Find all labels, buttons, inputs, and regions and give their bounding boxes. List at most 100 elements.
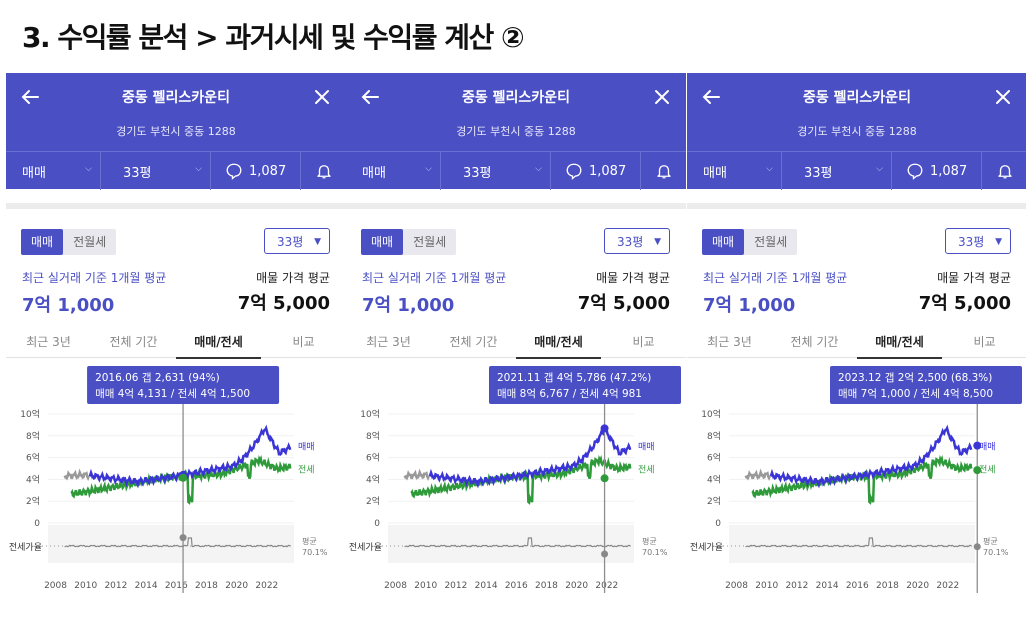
trade-type-select[interactable]: 매매 ⌵	[346, 152, 441, 190]
close-icon[interactable]	[650, 85, 674, 109]
x-tick-label: 2016	[505, 581, 528, 591]
recent-price-value: 7억 1,000	[362, 295, 455, 316]
trade-type-value: 매매	[362, 165, 386, 181]
page-title: 3. 수익률 분석 > 과거시세 및 수익률 계산 ②	[22, 21, 525, 54]
comment-count: 1,087	[930, 163, 968, 179]
y-tick-label: 10억	[360, 408, 380, 420]
toggle-trade[interactable]: 매매	[702, 229, 745, 255]
recent-price-label: 최근 실거래 기준 1개월 평균	[362, 271, 507, 285]
tab-recent-3y[interactable]: 최근 3년	[26, 335, 71, 349]
size-value: 33평	[123, 165, 152, 181]
tooltip-box	[830, 366, 1022, 404]
notification-button[interactable]	[641, 152, 686, 190]
chart-size-select[interactable]: 33평 ▼	[604, 228, 670, 254]
pre-trade-series-line	[63, 468, 90, 481]
y-tick-label: 8억	[707, 430, 721, 442]
apartment-panel: 중동 펠리스카운티 경기도 부천시 중동 1288 매매 ⌵ 33평 ⌵	[6, 73, 346, 593]
ratio-marker-point	[601, 550, 609, 558]
chart-size-select[interactable]: 33평 ▼	[945, 228, 1011, 254]
x-tick-label: 2010	[74, 581, 97, 591]
ratio-series-line	[745, 537, 972, 548]
tab-all-period[interactable]: 전체 기간	[790, 335, 839, 349]
trade-series-label: 매매	[979, 442, 996, 453]
y-tick-label: 4억	[707, 473, 721, 485]
ratio-band	[388, 525, 634, 563]
y-tick-label: 4억	[366, 473, 380, 485]
tooltip-line-1: 2021.11 갭 4억 5,786 (47.2%)	[497, 372, 651, 384]
tab-trade-jeonse[interactable]: 매매/전세	[857, 333, 942, 359]
tab-recent-3y[interactable]: 최근 3년	[366, 335, 411, 349]
back-arrow-icon[interactable]	[699, 85, 723, 109]
x-tick-label: 2008	[384, 581, 407, 591]
trade-series-label: 매매	[638, 442, 655, 453]
chart-size-value: 33평	[277, 235, 304, 249]
tab-trade-jeonse[interactable]: 매매/전세	[516, 333, 601, 359]
average-value: 70.1%	[302, 548, 328, 557]
tooltip-line-2: 매매 8억 6,767 / 전세 4억 981	[497, 388, 642, 400]
ratio-series-line	[64, 537, 291, 548]
back-arrow-icon[interactable]	[358, 85, 382, 109]
back-arrow-icon[interactable]	[18, 85, 42, 109]
chart-size-value: 33평	[958, 235, 985, 249]
size-select[interactable]: 33평 ⌵	[101, 152, 211, 190]
comment-button[interactable]: 1,087	[892, 152, 982, 190]
recent-price-label: 최근 실거래 기준 1개월 평균	[703, 271, 848, 285]
size-select[interactable]: 33평 ⌵	[782, 152, 892, 190]
jeonse-marker-point	[179, 473, 188, 482]
comment-button[interactable]: 1,087	[211, 152, 301, 190]
comment-button[interactable]: 1,087	[551, 152, 641, 190]
x-tick-label: 2012	[785, 581, 808, 591]
close-icon[interactable]	[310, 85, 334, 109]
notification-button[interactable]	[301, 152, 346, 190]
tab-trade-jeonse[interactable]: 매매/전세	[176, 333, 261, 359]
ratio-band	[729, 525, 975, 563]
listing-price-label: 매물 가격 평균	[256, 271, 330, 285]
tab-all-period[interactable]: 전체 기간	[449, 335, 498, 349]
tooltip-line-2: 매매 4억 4,131 / 전세 4억 1,500	[95, 388, 250, 400]
close-icon[interactable]	[991, 85, 1015, 109]
toggle-rent[interactable]: 전월세	[73, 235, 107, 249]
toggle-rent[interactable]: 전월세	[413, 235, 447, 249]
y-tick-label: 6억	[366, 452, 380, 464]
tab-recent-3y[interactable]: 최근 3년	[707, 335, 752, 349]
apartment-address: 경기도 부천시 중동 1288	[797, 125, 917, 138]
tooltip-line-2: 매매 7억 1,000 / 전세 4억 8,500	[838, 388, 993, 400]
average-label: 평균	[983, 536, 998, 546]
tab-compare[interactable]: 비교	[632, 335, 655, 349]
toggle-trade[interactable]: 매매	[21, 229, 64, 255]
x-tick-label: 2008	[725, 581, 748, 591]
toggle-rent[interactable]: 전월세	[754, 235, 788, 249]
x-tick-label: 2014	[475, 581, 498, 591]
chevron-down-icon: ⌵	[425, 164, 432, 174]
jeonse-series-label: 전세	[979, 465, 996, 476]
trade-marker-point	[973, 441, 982, 450]
y-tick-label: 6억	[26, 452, 40, 464]
jeonse-series-label: 전세	[638, 465, 655, 476]
toggle-trade[interactable]: 매매	[361, 229, 404, 255]
y-tick-label: 2억	[707, 495, 721, 507]
listing-price-label: 매물 가격 평균	[937, 271, 1011, 285]
tab-compare[interactable]: 비교	[292, 335, 315, 349]
y-tick-label: 8억	[366, 430, 380, 442]
size-value: 33평	[463, 165, 492, 181]
x-tick-label: 2012	[104, 581, 127, 591]
trade-type-value: 매매	[22, 165, 46, 181]
trade-type-select[interactable]: 매매 ⌵	[6, 152, 101, 190]
size-value: 33평	[804, 165, 833, 181]
chevron-down-icon: ⌵	[876, 164, 883, 174]
apartment-address: 경기도 부천시 중동 1288	[456, 125, 576, 138]
average-value: 70.1%	[983, 548, 1009, 557]
tab-compare[interactable]: 비교	[973, 335, 996, 349]
triangle-down-icon: ▼	[654, 237, 661, 247]
x-tick-label: 2020	[906, 581, 929, 591]
size-select[interactable]: 33평 ⌵	[441, 152, 551, 190]
trade-type-select[interactable]: 매매 ⌵	[687, 152, 782, 190]
notification-button[interactable]	[982, 152, 1026, 190]
x-tick-label: 2008	[44, 581, 67, 591]
chart-size-select[interactable]: 33평 ▼	[264, 228, 330, 254]
tab-all-period[interactable]: 전체 기간	[109, 335, 158, 349]
x-tick-label: 2014	[135, 581, 158, 591]
